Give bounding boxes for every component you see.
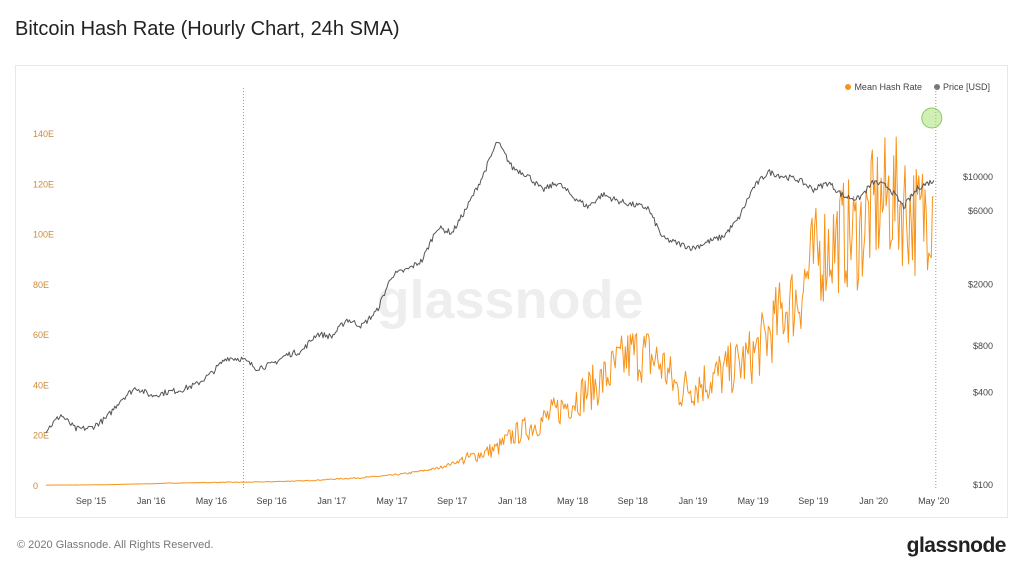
legend-label: Mean Hash Rate [854,82,922,92]
x-tick: Sep '16 [256,496,286,506]
x-tick: May '19 [738,496,769,506]
legend-item-price[interactable]: Price [USD] [933,82,990,92]
chart-panel [15,65,1008,518]
y-left-tick: 120E [33,179,54,189]
x-tick: Jan '20 [859,496,888,506]
price-dot-icon [933,84,940,90]
y-right-tick: $6000 [968,206,993,216]
chart-legend: Mean Hash Rate Price [USD] [845,82,990,92]
y-left-tick: 100E [33,230,54,240]
y-right-tick: $400 [973,387,993,397]
x-tick: Sep '15 [76,496,106,506]
watermark: glassnode [376,270,643,330]
x-tick: May '20 [918,496,949,506]
x-tick: May '16 [196,496,227,506]
y-right-tick: $100 [973,480,993,490]
glassnode-logo: glassnode [906,534,1007,557]
y-left-tick: 60E [33,330,49,340]
hash-rate-dot-icon [845,84,852,90]
x-tick: Sep '18 [618,496,648,506]
y-right-tick: $2000 [968,280,993,290]
legend-label: Price [USD] [942,82,990,92]
x-tick: May '17 [376,496,407,506]
x-tick: Jan '18 [498,496,527,506]
legend-item-hash-rate[interactable]: Mean Hash Rate [845,82,922,92]
x-tick: May '18 [557,496,588,506]
x-tick: Jan '16 [137,496,166,506]
hash-rate-line [45,136,934,486]
copyright: © 2020 Glassnode. All Rights Reserved. [17,539,214,551]
y-left-tick: 140E [33,129,54,139]
price-line [45,141,935,434]
x-tick: Jan '17 [317,496,346,506]
y-left-tick: 0 [33,481,38,491]
y-right-tick: $800 [973,341,993,351]
x-tick: Sep '17 [437,496,467,506]
y-left-tick: 40E [33,380,49,390]
highlight-marker [921,107,943,129]
x-tick: Sep '19 [798,496,828,506]
y-right-tick: $10000 [963,172,993,182]
y-left-tick: 80E [33,280,49,290]
y-left-tick: 20E [33,431,49,441]
page-title: Bitcoin Hash Rate (Hourly Chart, 24h SMA… [15,18,400,40]
x-tick: Jan '19 [679,496,708,506]
